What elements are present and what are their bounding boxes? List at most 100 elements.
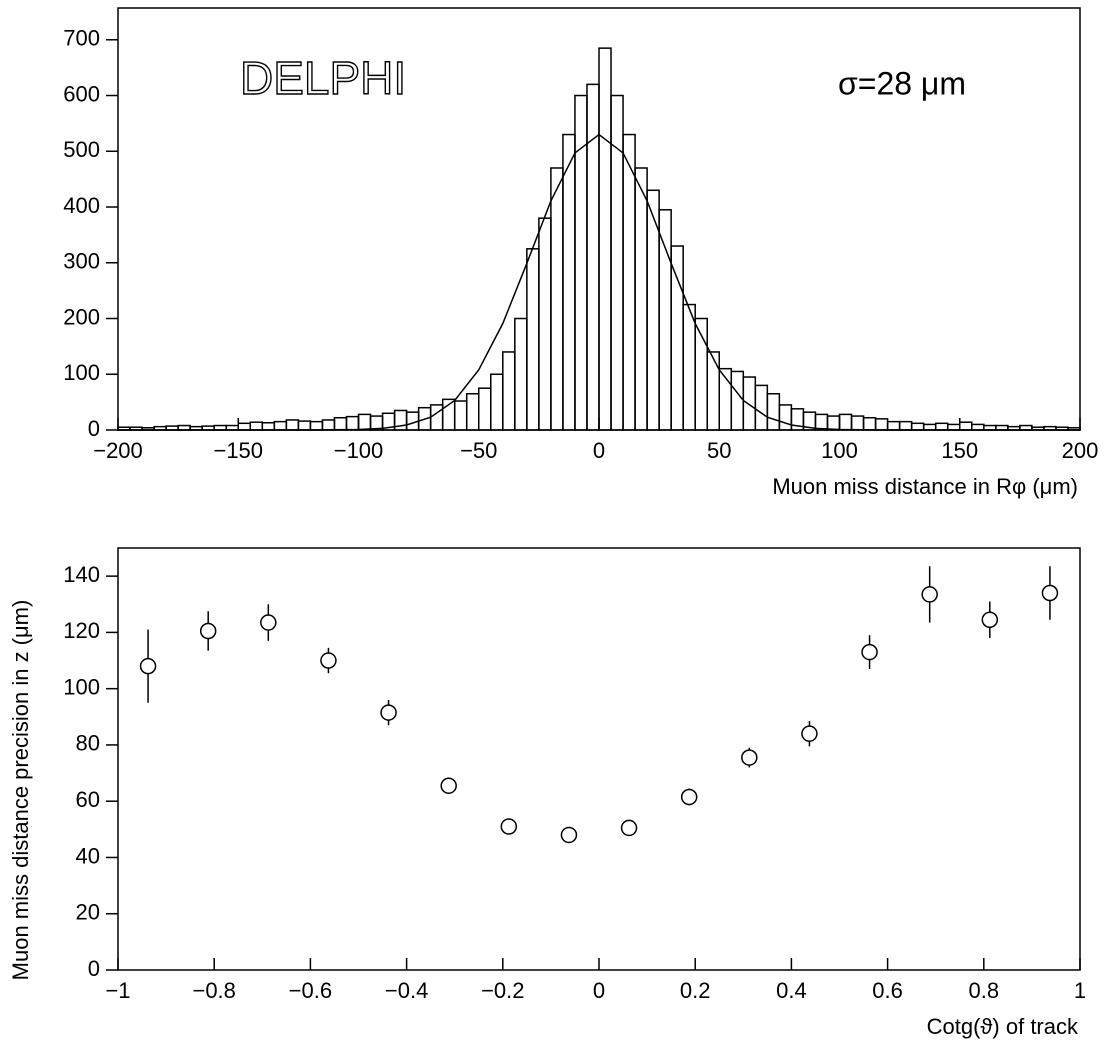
histogram-bin (321, 419, 336, 431)
histogram-bin (862, 416, 877, 431)
x-tick-label: 0.4 (776, 978, 807, 1003)
y-tick-label: 0 (88, 416, 100, 441)
x-tick-label: 0.2 (680, 978, 711, 1003)
histogram-bin (309, 420, 324, 431)
x-tick-label: −100 (334, 438, 384, 463)
data-point (921, 586, 938, 603)
y-tick-label: 140 (63, 562, 100, 587)
histogram-bin (237, 422, 252, 431)
x-tick-label: −0.6 (289, 978, 332, 1003)
y-tick-label: 100 (63, 360, 100, 385)
y-tick-label: 600 (63, 81, 100, 106)
y-tick-label: 500 (63, 137, 100, 162)
x-tick-label: 0.8 (969, 978, 1000, 1003)
x-tick-label: −0.2 (481, 978, 524, 1003)
x-tick-label: −1 (105, 978, 130, 1003)
histogram-bin (670, 245, 684, 431)
histogram-bin (826, 415, 841, 431)
histogram-bin (874, 418, 889, 431)
histogram-bin (598, 47, 612, 431)
y-axis-title: Muon miss distance precision in z (μm) (8, 600, 33, 981)
x-tick-label: −0.4 (385, 978, 428, 1003)
y-tick-label: 80 (76, 731, 100, 756)
histogram-bin (273, 420, 288, 431)
histogram-bin (682, 303, 696, 431)
data-point (981, 611, 999, 628)
data-point (1041, 584, 1059, 602)
histogram-bin (502, 351, 516, 431)
y-tick-label: 300 (63, 249, 100, 274)
y-tick-label: 700 (63, 26, 100, 51)
histogram-bin (778, 404, 793, 431)
histogram-bin (946, 423, 961, 431)
histogram-bin (333, 416, 348, 431)
data-point (801, 725, 818, 742)
x-tick-label: −50 (460, 438, 497, 463)
x-tick-label: −150 (213, 438, 263, 463)
annotation: DELPHI (240, 52, 406, 104)
histogram-bin (730, 370, 745, 431)
y-tick-label: 120 (63, 618, 100, 643)
fit-curve (118, 133, 1080, 431)
histogram-bin (285, 419, 300, 431)
histogram-bin (550, 167, 564, 431)
histogram-bin (814, 413, 829, 431)
histogram-bin (898, 420, 913, 431)
data-point (680, 788, 698, 806)
histogram-bin (922, 423, 937, 431)
histogram-bin (959, 421, 973, 431)
data-point (260, 614, 277, 631)
histogram-bin (742, 376, 757, 431)
y-tick-label: 60 (76, 787, 100, 812)
histogram-bin (706, 351, 720, 431)
data-point (620, 819, 638, 837)
histogram-bin (526, 248, 540, 431)
histogram-bin (453, 400, 468, 431)
x-tick-label: 1 (1074, 978, 1086, 1003)
histogram-bin (465, 393, 480, 431)
x-axis-title: Cotg(ϑ) of track (927, 1014, 1079, 1039)
histogram-bin (514, 317, 528, 431)
histogram-bin (538, 217, 552, 431)
histogram-bin (357, 413, 372, 431)
histogram-bin (910, 422, 925, 431)
data-point (741, 749, 758, 766)
data-point (320, 652, 337, 669)
histogram-bin (838, 413, 853, 431)
data-point (560, 826, 578, 844)
histogram-bin (622, 133, 636, 431)
histogram-bin (478, 387, 492, 431)
histogram-bin (297, 420, 312, 431)
data-point (199, 622, 217, 640)
histogram-bin (345, 415, 360, 431)
histogram-bin (634, 167, 648, 431)
histogram-bin (249, 421, 264, 431)
histogram-bin (886, 420, 901, 431)
annotation: σ=28 μm (838, 65, 966, 101)
y-tick-label: 200 (63, 304, 100, 329)
histogram-bin (490, 373, 504, 431)
y-tick-label: 40 (76, 843, 100, 868)
x-tick-label: 100 (821, 438, 858, 463)
histogram-bin (562, 133, 576, 431)
y-tick-label: 0 (88, 956, 100, 981)
x-tick-label: 0 (593, 438, 605, 463)
data-point (440, 777, 457, 794)
x-axis-title: Muon miss distance in Rφ (μm) (772, 474, 1078, 499)
data-point (861, 643, 878, 661)
y-tick-label: 20 (76, 900, 100, 925)
data-point (380, 704, 397, 721)
x-tick-label: 200 (1062, 438, 1099, 463)
plot-frame (117, 547, 1081, 971)
x-tick-label: 0 (593, 978, 605, 1003)
x-tick-label: 150 (941, 438, 978, 463)
histogram-bin (429, 404, 444, 431)
histogram-bin (971, 423, 985, 431)
x-tick-label: −200 (93, 438, 143, 463)
histogram-bin (766, 393, 781, 431)
y-tick-label: 100 (63, 674, 100, 699)
histogram-bin (658, 209, 672, 431)
histogram-bin (850, 415, 865, 431)
